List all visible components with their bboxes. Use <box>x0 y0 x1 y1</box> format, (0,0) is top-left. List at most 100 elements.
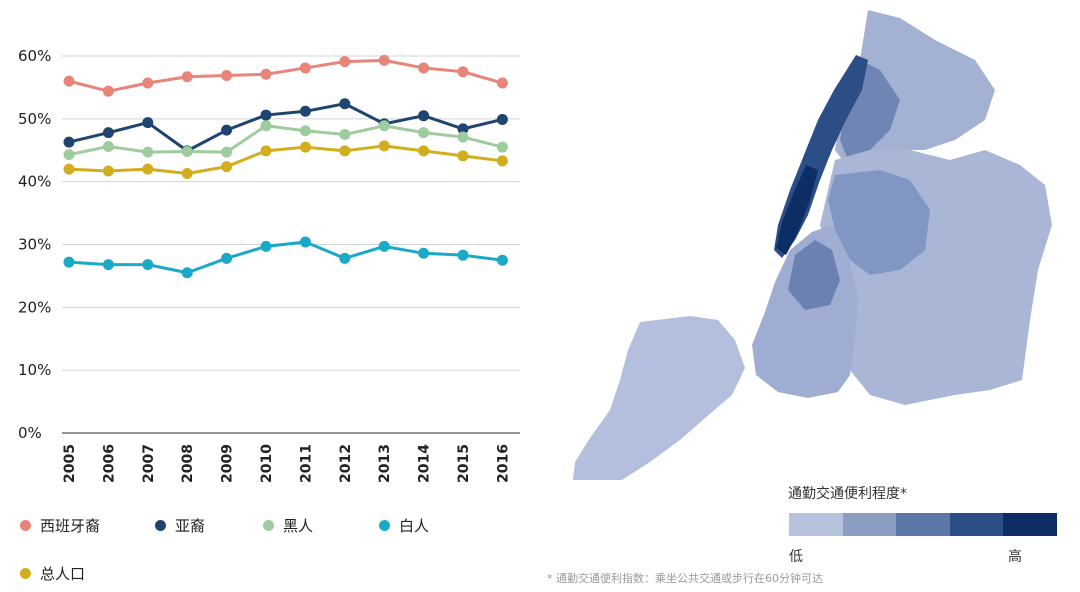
scale-swatch-4 <box>949 513 1004 536</box>
data-point <box>339 56 351 68</box>
data-point <box>299 125 311 137</box>
data-point <box>496 77 508 89</box>
legend-item-hispanic: 西班牙裔 <box>20 515 100 536</box>
data-point <box>418 127 430 139</box>
series-line-0 <box>68 58 503 93</box>
data-point <box>339 98 351 110</box>
data-point <box>339 145 351 157</box>
data-point <box>221 146 233 158</box>
data-point <box>457 131 469 143</box>
legend-marker-hispanic <box>20 520 31 531</box>
data-point <box>221 69 233 81</box>
legend-label-white: 白人 <box>399 517 430 535</box>
data-point <box>142 77 154 89</box>
data-point <box>457 66 469 78</box>
map-scale-bar <box>789 513 1057 536</box>
data-point <box>221 161 233 173</box>
data-point <box>260 109 272 121</box>
map-scale-high-label: 高 <box>1008 549 1022 565</box>
data-point <box>496 113 508 125</box>
legend-marker-asian <box>155 520 166 531</box>
data-point <box>63 149 75 161</box>
map-brooklyn-dense <box>788 240 840 310</box>
data-point <box>142 117 154 129</box>
data-point <box>102 140 114 152</box>
data-point <box>260 68 272 80</box>
x-tick-label: 2006 <box>101 444 117 483</box>
data-point <box>418 62 430 74</box>
x-tick-label: 2014 <box>417 444 433 483</box>
data-point <box>496 254 508 266</box>
series-line-3 <box>68 240 503 275</box>
data-point <box>457 123 469 135</box>
legend-label-asian: 亚裔 <box>175 517 206 535</box>
legend-label-total: 总人口 <box>40 565 86 583</box>
data-point <box>181 167 193 179</box>
y-tick-label: 50% <box>18 110 51 128</box>
data-point <box>378 140 390 152</box>
map-scale-low-label: 低 <box>789 549 803 565</box>
data-point <box>418 110 430 122</box>
data-point <box>418 145 430 157</box>
y-tick-label: 0% <box>18 424 42 442</box>
scale-swatch-5 <box>1003 513 1057 536</box>
scale-swatch-3 <box>896 513 950 536</box>
x-tick-label: 2010 <box>259 444 275 483</box>
data-point <box>142 163 154 175</box>
data-point <box>299 141 311 153</box>
series-line-4 <box>68 144 503 175</box>
x-tick-label: 2009 <box>220 444 236 483</box>
data-point <box>260 240 272 252</box>
data-point <box>299 62 311 74</box>
nyc-transit-map <box>572 10 1052 480</box>
legend-label-hispanic: 西班牙裔 <box>40 517 101 535</box>
data-point <box>221 124 233 136</box>
data-point <box>102 127 114 139</box>
y-tick-label: 40% <box>18 173 51 191</box>
data-point <box>260 120 272 132</box>
data-point <box>142 259 154 271</box>
x-tick-label: 2008 <box>180 444 196 483</box>
data-point <box>63 163 75 175</box>
data-point <box>378 120 390 132</box>
y-tick-label: 20% <box>18 298 51 316</box>
data-point <box>221 252 233 264</box>
data-point <box>299 236 311 248</box>
data-point <box>102 165 114 177</box>
legend-marker-white <box>379 520 390 531</box>
map-scale-title: 通勤交通便利程度* <box>788 486 907 502</box>
data-point <box>457 150 469 162</box>
legend-item-white: 白人 <box>379 515 429 536</box>
map-footnote: * 通勤交通便利指数：乘坐公共交通或步行在60分钟可达 <box>547 572 823 585</box>
y-tick-label: 60% <box>18 47 51 65</box>
data-point <box>63 75 75 87</box>
data-point <box>63 136 75 148</box>
data-point <box>496 155 508 167</box>
x-tick-label: 2007 <box>141 444 157 483</box>
x-tick-label: 2015 <box>456 444 472 483</box>
map-staten-island <box>572 316 745 480</box>
data-point <box>418 247 430 259</box>
map-midtown <box>776 165 818 255</box>
legend-item-total: 总人口 <box>20 563 85 584</box>
data-point <box>102 259 114 271</box>
y-tick-label: 10% <box>18 361 51 379</box>
x-tick-label: 2016 <box>495 444 511 483</box>
legend-item-black: 黑人 <box>263 515 313 536</box>
data-point <box>181 267 193 279</box>
data-point <box>181 71 193 83</box>
data-point <box>299 105 311 117</box>
x-tick-label: 2011 <box>298 444 314 483</box>
scale-swatch-2 <box>842 513 897 536</box>
data-point <box>457 249 469 261</box>
x-tick-label: 2013 <box>377 444 393 483</box>
data-point <box>378 54 390 66</box>
x-tick-label: 2012 <box>338 444 354 483</box>
map-queens-dense <box>828 170 930 275</box>
data-point <box>260 145 272 157</box>
y-tick-label: 30% <box>18 236 51 254</box>
line-chart: 0% 10% 20% 30% 40% 50% 60% 2005 2006 2007 2008 2009… <box>18 47 520 483</box>
legend-marker-black <box>263 520 274 531</box>
data-point <box>102 85 114 97</box>
scale-swatch-1 <box>789 513 843 536</box>
